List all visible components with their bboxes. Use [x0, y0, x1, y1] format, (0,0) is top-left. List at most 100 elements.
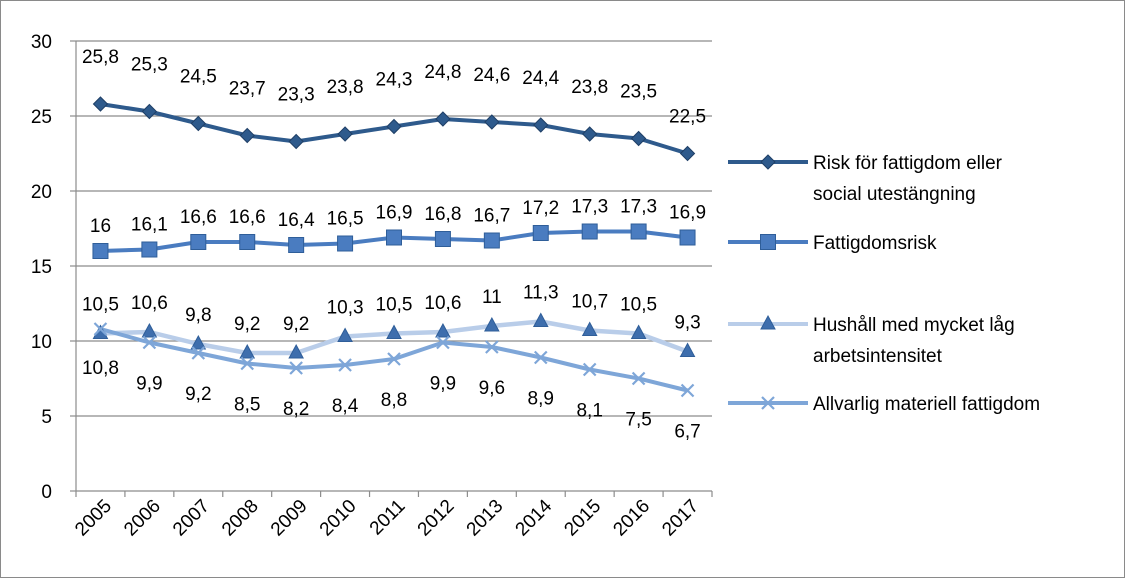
data-label: 16,6: [229, 207, 266, 228]
marker-diamond: [92, 96, 109, 112]
marker-diamond: [581, 126, 598, 142]
x-tick-label: 2010: [316, 496, 361, 541]
data-label: 23,3: [278, 85, 315, 106]
x-tick-label: 2013: [463, 496, 508, 541]
marker-triangle: [239, 343, 256, 359]
marker-square: [760, 234, 776, 250]
x-tick-label: 2008: [218, 496, 263, 541]
y-tick-label: 20: [31, 182, 52, 203]
data-label: 24,4: [522, 68, 559, 89]
marker-diamond: [337, 126, 353, 142]
marker-diamond: [386, 118, 402, 135]
marker-diamond: [630, 130, 647, 147]
data-label: 10,6: [424, 293, 461, 314]
data-label: 11,3: [523, 283, 559, 304]
x-tick-label: 2005: [71, 496, 116, 541]
marker-square: [190, 234, 207, 250]
x-tick-label: 2006: [120, 496, 165, 541]
legend-label: social utestängning: [813, 184, 976, 205]
marker-square: [239, 234, 256, 250]
y-tick-label: 15: [31, 257, 52, 278]
marker-diamond: [435, 111, 451, 127]
data-label: 17,3: [620, 197, 657, 218]
data-label: 10,7: [571, 292, 608, 313]
legend-label: Risk för fattigdom eller: [813, 153, 1003, 174]
marker-triangle: [190, 334, 207, 350]
marker-diamond: [141, 103, 158, 120]
data-label: 10,6: [131, 293, 168, 314]
data-label: 10,8: [82, 358, 119, 379]
x-tick-label: 2012: [414, 496, 459, 541]
data-label: 9,3: [674, 313, 700, 334]
data-label: 25,3: [131, 55, 168, 76]
marker-square: [288, 237, 305, 253]
data-label: 8,1: [576, 401, 602, 422]
marker-square: [483, 232, 500, 249]
x-tick-label: 2016: [609, 496, 654, 541]
marker-x: [93, 322, 108, 336]
x-tick-label: 2011: [366, 496, 410, 540]
marker-square: [141, 241, 158, 258]
data-label: 10,5: [620, 295, 657, 316]
data-label: 10,3: [327, 298, 364, 319]
marker-triangle: [484, 316, 500, 332]
y-tick-label: 0: [41, 482, 52, 503]
marker-square: [434, 231, 451, 247]
data-label: 9,9: [136, 374, 162, 395]
data-label: 16: [90, 216, 111, 237]
marker-triangle: [435, 322, 451, 338]
data-label: 23,8: [327, 77, 364, 98]
data-label: 24,6: [473, 65, 510, 86]
marker-diamond: [190, 115, 207, 132]
data-label: 11: [482, 287, 502, 308]
legend-label: Allvarlig materiell fattigdom: [813, 394, 1040, 415]
data-label: 16,9: [376, 203, 413, 224]
data-label: 8,5: [234, 395, 260, 416]
marker-x: [436, 335, 450, 350]
marker-triangle: [386, 324, 402, 339]
data-label: 8,8: [381, 390, 407, 411]
data-label: 8,9: [528, 389, 554, 410]
marker-triangle: [581, 321, 598, 336]
marker-triangle: [337, 327, 353, 342]
data-label: 24,5: [180, 67, 217, 88]
marker-triangle: [532, 312, 549, 327]
data-label: 9,8: [185, 305, 211, 326]
marker-diamond: [760, 154, 776, 170]
legend-label: Fattigdomsrisk: [813, 233, 937, 254]
marker-triangle: [679, 342, 696, 357]
data-label: 16,1: [131, 215, 168, 236]
legend: Risk för fattigdom eller social utestängn…: [728, 153, 1040, 415]
x-axis-tick-labels: 2005 2006 2007 2008 2009 2010 2011 2012 2013 2014…: [71, 495, 703, 540]
data-label: 16,6: [180, 207, 217, 228]
marker-x: [387, 352, 401, 366]
x-tick-label: 2017: [658, 496, 703, 541]
marker-triangle: [630, 324, 647, 339]
legend-label: Hushåll med mycket låg: [813, 315, 1015, 336]
marker-x: [582, 362, 597, 377]
marker-x: [761, 396, 775, 410]
x-tick-label: 2007: [169, 496, 214, 541]
data-label: 9,9: [430, 374, 456, 395]
data-label: 16,5: [327, 209, 364, 230]
data-label: 24,3: [376, 70, 413, 91]
marker-x: [191, 346, 206, 360]
marker-diamond: [239, 127, 255, 144]
marker-x: [338, 358, 352, 372]
data-label: 23,5: [620, 82, 657, 103]
marker-square: [92, 243, 109, 259]
marker-x: [631, 371, 646, 386]
data-label: 8,4: [332, 396, 359, 417]
data-label: 10,5: [376, 295, 413, 316]
series-lines: [99, 102, 689, 393]
data-label: 25,8: [82, 47, 119, 68]
data-label: 6,7: [674, 422, 700, 443]
data-label: 23,7: [229, 79, 266, 100]
marker-diamond: [484, 114, 500, 130]
x-tick-label: 2015: [560, 496, 605, 541]
marker-triangle: [141, 322, 158, 338]
marker-x: [240, 356, 255, 371]
y-tick-label: 10: [31, 332, 52, 353]
